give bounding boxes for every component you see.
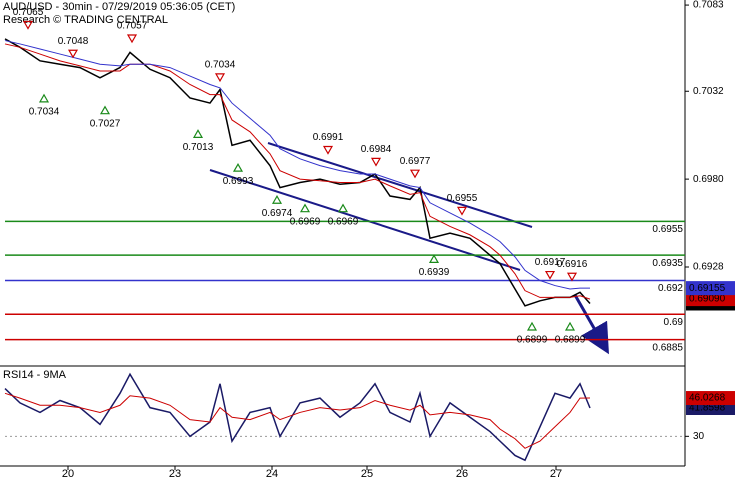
- x-tick-label: 26: [456, 468, 468, 480]
- pivot-label: 0.6977: [400, 156, 431, 167]
- y-tick-label: 0.7083: [693, 0, 724, 11]
- trend-line: [209, 169, 521, 271]
- pivot-label: 0.6984: [361, 144, 392, 155]
- pivot-label: 0.7048: [58, 36, 89, 47]
- pivot-marker: [564, 321, 576, 331]
- last-value-box: [686, 391, 735, 406]
- y-tick-label: 0.6928: [693, 262, 724, 273]
- pivot-label: 0.7034: [205, 60, 236, 71]
- pivot-marker: [214, 73, 226, 83]
- pivot-marker: [99, 105, 111, 115]
- pivot-marker: [38, 93, 50, 103]
- series-line: [4, 40, 590, 290]
- last-value-label: 0.69090: [689, 294, 726, 305]
- x-tick-label: 25: [361, 468, 373, 480]
- pivot-marker: [22, 20, 34, 30]
- series-line: [4, 43, 591, 300]
- level-label: 0.6885: [652, 342, 683, 353]
- pivot-label: 0.6991: [313, 132, 344, 143]
- pivot-marker: [544, 270, 556, 280]
- last-value-label: 0.69155: [689, 283, 726, 294]
- pivot-label: 0.6899: [555, 335, 586, 346]
- trend-line: [267, 142, 533, 228]
- pivot-marker: [337, 203, 349, 213]
- series-line: [4, 38, 591, 307]
- pivot-label: 0.6939: [419, 267, 450, 278]
- pivot-marker: [271, 195, 283, 204]
- pivot-label: 0.6969: [290, 216, 321, 227]
- pivot-label: 0.6969: [328, 216, 359, 227]
- pivot-label: 0.6974: [262, 208, 293, 219]
- level-label: 0.6955: [652, 224, 683, 235]
- pivot-marker: [299, 203, 311, 213]
- pivot-marker: [192, 129, 204, 138]
- y-tick-label: 0.6980: [693, 174, 724, 185]
- x-tick-label: 20: [62, 468, 74, 480]
- last-value-label: 41.8598: [689, 403, 726, 414]
- pivot-label: 0.7065: [13, 7, 44, 18]
- pivot-marker: [322, 145, 334, 155]
- pivot-label: 0.6993: [223, 176, 254, 187]
- chart-subtitle: Research © TRADING CENTRAL: [3, 14, 168, 26]
- level-label: 0.6935: [652, 258, 683, 269]
- pivot-marker: [566, 272, 578, 282]
- chart-title: AUD/USD - 30min - 07/29/2019 05:36:05 (C…: [3, 1, 235, 13]
- pivot-label: 0.7013: [183, 142, 214, 153]
- y-tick-label: 30: [693, 431, 705, 442]
- pivot-marker: [456, 206, 468, 216]
- pivot-label: 0.6916: [557, 259, 588, 270]
- pivot-marker: [370, 157, 382, 167]
- x-tick-label: 24: [266, 468, 278, 480]
- x-tick-label: 23: [169, 468, 181, 480]
- last-value-box: [686, 281, 735, 296]
- pivot-label: 0.7034: [29, 107, 60, 118]
- pivot-label: 0.6955: [447, 193, 478, 204]
- last-value-box: [686, 292, 735, 307]
- pivot-marker: [126, 34, 138, 44]
- y-tick-label: 0.7032: [693, 86, 724, 97]
- pivot-marker: [409, 169, 421, 179]
- x-tick-label: 27: [550, 468, 562, 480]
- pivot-label: 0.7057: [117, 21, 148, 32]
- last-value-label: 46.0268: [689, 393, 726, 404]
- pivot-label: 0.6917: [535, 257, 566, 268]
- pivot-marker: [232, 162, 244, 172]
- pivot-marker: [428, 254, 440, 264]
- level-label: 0.692: [658, 283, 683, 294]
- pivot-label: 0.7027: [90, 118, 121, 129]
- pivot-marker: [526, 321, 538, 331]
- series-line: [4, 392, 591, 449]
- level-label: 0.69: [664, 317, 684, 328]
- pivot-label: 0.6899: [517, 335, 548, 346]
- pivot-marker: [67, 49, 79, 59]
- panel-title: RSI14 - 9MA: [3, 369, 67, 381]
- series-line: [4, 372, 591, 462]
